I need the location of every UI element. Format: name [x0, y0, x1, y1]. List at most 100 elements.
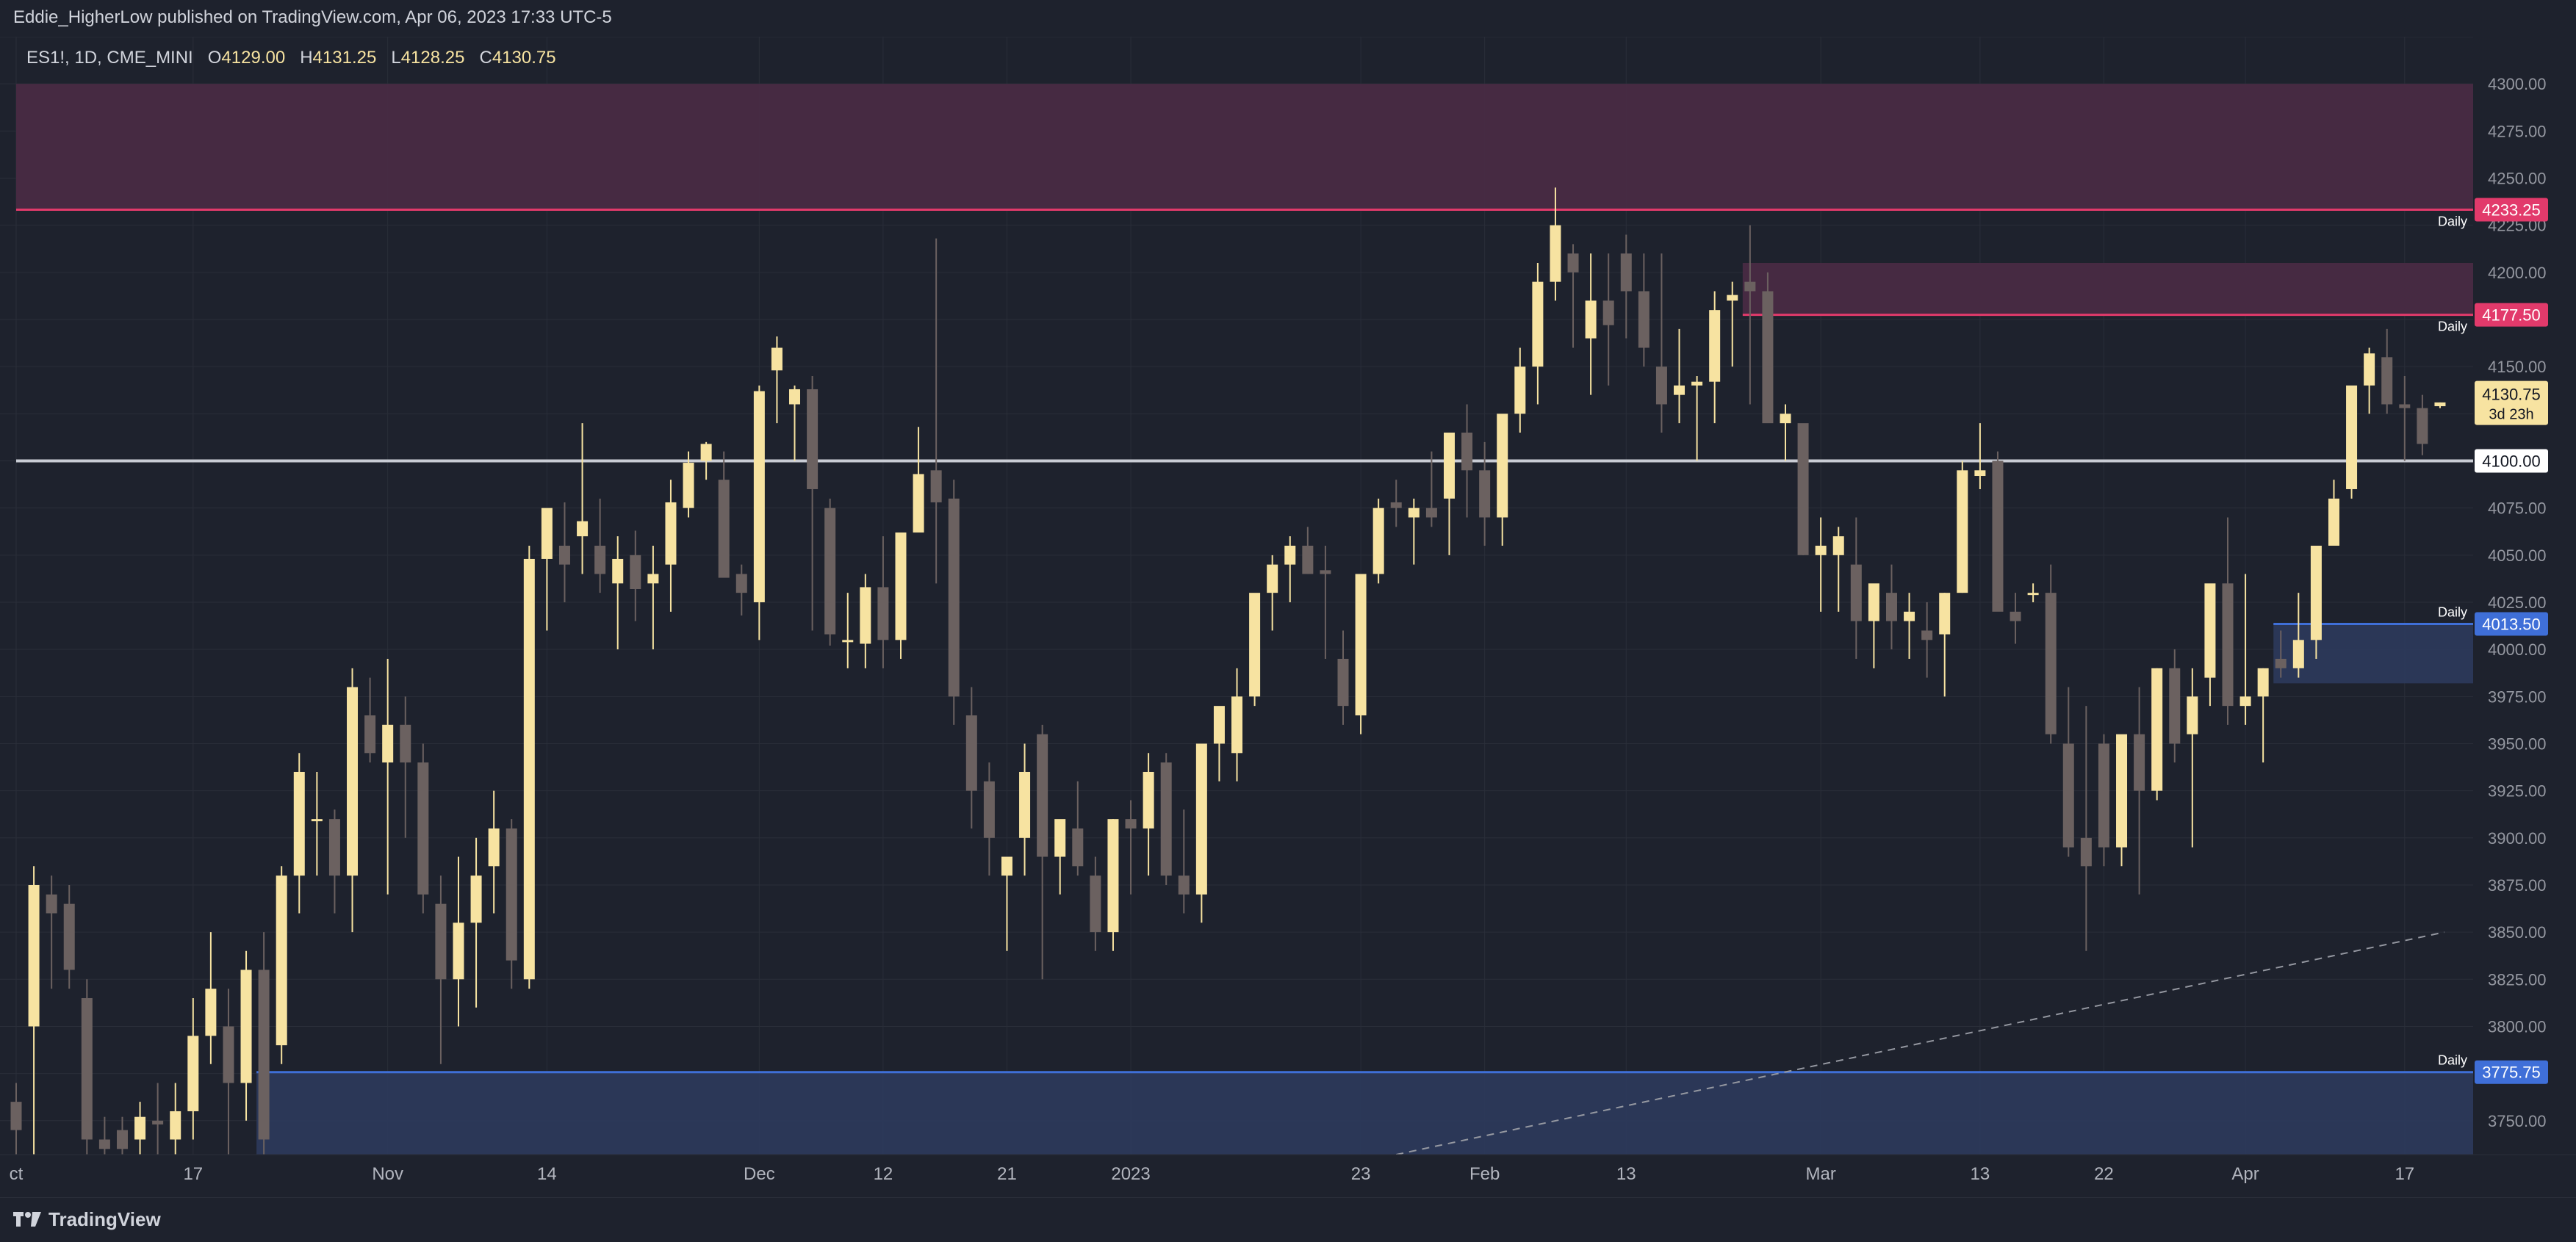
candle-body-35	[630, 555, 641, 590]
time-axis-bg	[0, 1155, 2576, 1197]
candle-body-53	[948, 498, 960, 697]
candle-body-20	[364, 715, 376, 754]
candle-body-25	[453, 923, 464, 980]
time-tick-5: 12	[874, 1164, 893, 1184]
candle-body-59	[1054, 819, 1066, 857]
close-value: 4130.75	[492, 48, 556, 68]
candle-body-45	[807, 389, 819, 489]
candle-body-81	[1443, 432, 1455, 499]
time-tick-13: 22	[2094, 1164, 2114, 1184]
candle-body-50	[895, 532, 907, 640]
candle-body-101	[1797, 423, 1809, 555]
candle-body-117	[2080, 837, 2092, 867]
candle-body-86	[1532, 281, 1544, 367]
open-label: O	[207, 48, 222, 68]
top-bar: Eddie_HigherLow published on TradingView…	[0, 0, 2576, 37]
candle-body-87	[1550, 225, 1561, 282]
candle-body-76	[1355, 574, 1367, 715]
time-axis[interactable]: ct 17 Nov 14 Dec 12 21 2023 23 Feb 13 Mar 13 22 Apr 17	[0, 1154, 2576, 1197]
candle-body-121	[2151, 668, 2163, 791]
chart-candles	[10, 187, 2446, 1155]
time-tick-7: 2023	[1111, 1164, 1150, 1184]
candle-body-29	[523, 558, 535, 980]
price-tick-22: 4300.00	[2488, 75, 2547, 93]
hline-price-label-0-bg	[2475, 449, 2548, 473]
candle-body-55	[983, 781, 995, 838]
candle-body-85	[1514, 367, 1526, 414]
candle-body-43	[771, 347, 782, 371]
time-tick-14: Apr	[2231, 1164, 2259, 1184]
candle-body-37	[665, 502, 677, 565]
zone-demand-3	[256, 1072, 2473, 1155]
candle-body-66	[1178, 875, 1190, 895]
chart-zones: Daily Daily Daily Daily	[16, 84, 2473, 1155]
candle-body-3	[63, 903, 75, 970]
candle-body-95	[1691, 381, 1703, 386]
zone-price-label-0: 4233.25	[2482, 201, 2541, 219]
candle-body-46	[824, 508, 836, 635]
price-tick-6: 3900.00	[2488, 829, 2547, 848]
candle-body-1	[28, 884, 40, 1027]
candle-body-67	[1195, 743, 1207, 895]
candle-body-79	[1408, 508, 1420, 518]
zone-price-label-2: 4013.50	[2482, 615, 2541, 633]
candle-body-26	[470, 875, 482, 923]
candle-body-62	[1107, 819, 1119, 933]
candle-body-126	[2239, 696, 2251, 707]
candle-body-120	[2134, 734, 2145, 791]
candle-body-133	[2364, 353, 2375, 386]
hline-price-label-0: 4100.00	[2482, 452, 2541, 470]
price-tick-16: 4150.00	[2488, 358, 2547, 376]
candle-body-70	[1249, 593, 1261, 697]
candle-body-116	[2062, 743, 2074, 848]
candle-body-77	[1372, 508, 1384, 574]
candle-body-44	[789, 389, 801, 405]
candle-body-11	[205, 989, 217, 1036]
price-tick-3: 3825.00	[2488, 970, 2547, 989]
time-tick-10: 13	[1616, 1164, 1636, 1184]
candle-body-82	[1461, 432, 1473, 471]
zone-supply-1	[1742, 262, 2473, 315]
candle-body-80	[1425, 508, 1437, 518]
high-value: 4131.25	[312, 48, 377, 68]
low-label: L	[391, 48, 401, 68]
tradingview-brand[interactable]: TradingView	[13, 1208, 161, 1231]
candle-body-19	[347, 687, 359, 876]
symbol-label[interactable]: ES1!, 1D, CME_MINI	[26, 48, 193, 68]
candle-body-63	[1125, 819, 1137, 828]
zone-price-label-2-bg	[2475, 612, 2548, 636]
zone-price-label-0-bg	[2475, 198, 2548, 222]
candle-body-28	[506, 828, 517, 961]
time-tick-9: Feb	[1469, 1164, 1500, 1184]
bottom-bar: TradingView	[0, 1197, 2576, 1242]
candle-body-88	[1567, 253, 1579, 272]
time-tick-0: ct	[10, 1164, 24, 1184]
candle-body-30	[541, 508, 553, 559]
zone-tag-0: Daily	[2438, 214, 2467, 228]
candle-body-32	[577, 521, 589, 537]
time-tick-4: Dec	[744, 1164, 775, 1184]
candle-body-104	[1850, 564, 1862, 621]
candle-body-15	[276, 875, 287, 1046]
candle-body-72	[1284, 545, 1296, 565]
candle-body-98	[1744, 281, 1756, 292]
brand-name: TradingView	[48, 1208, 161, 1230]
last-price-label-bg	[2475, 380, 2548, 425]
candle-body-132	[2346, 385, 2358, 489]
candle-body-31	[558, 545, 570, 565]
last-price-label: 4130.75	[2482, 386, 2541, 404]
price-tick-4: 3850.00	[2488, 923, 2547, 942]
candle-body-105	[1868, 583, 1879, 621]
candle-body-100	[1780, 414, 1791, 424]
trendline-dashed	[1396, 931, 2445, 1155]
candle-body-130	[2310, 545, 2322, 640]
low-value: 4128.25	[400, 48, 465, 68]
zone-tag-3: Daily	[2438, 1053, 2467, 1068]
candle-body-12	[223, 1026, 234, 1083]
candle-body-136	[2417, 408, 2428, 444]
candle-body-109	[1939, 593, 1951, 635]
candle-body-118	[2098, 743, 2109, 848]
candle-body-6	[116, 1130, 128, 1149]
candle-body-42	[753, 391, 765, 602]
